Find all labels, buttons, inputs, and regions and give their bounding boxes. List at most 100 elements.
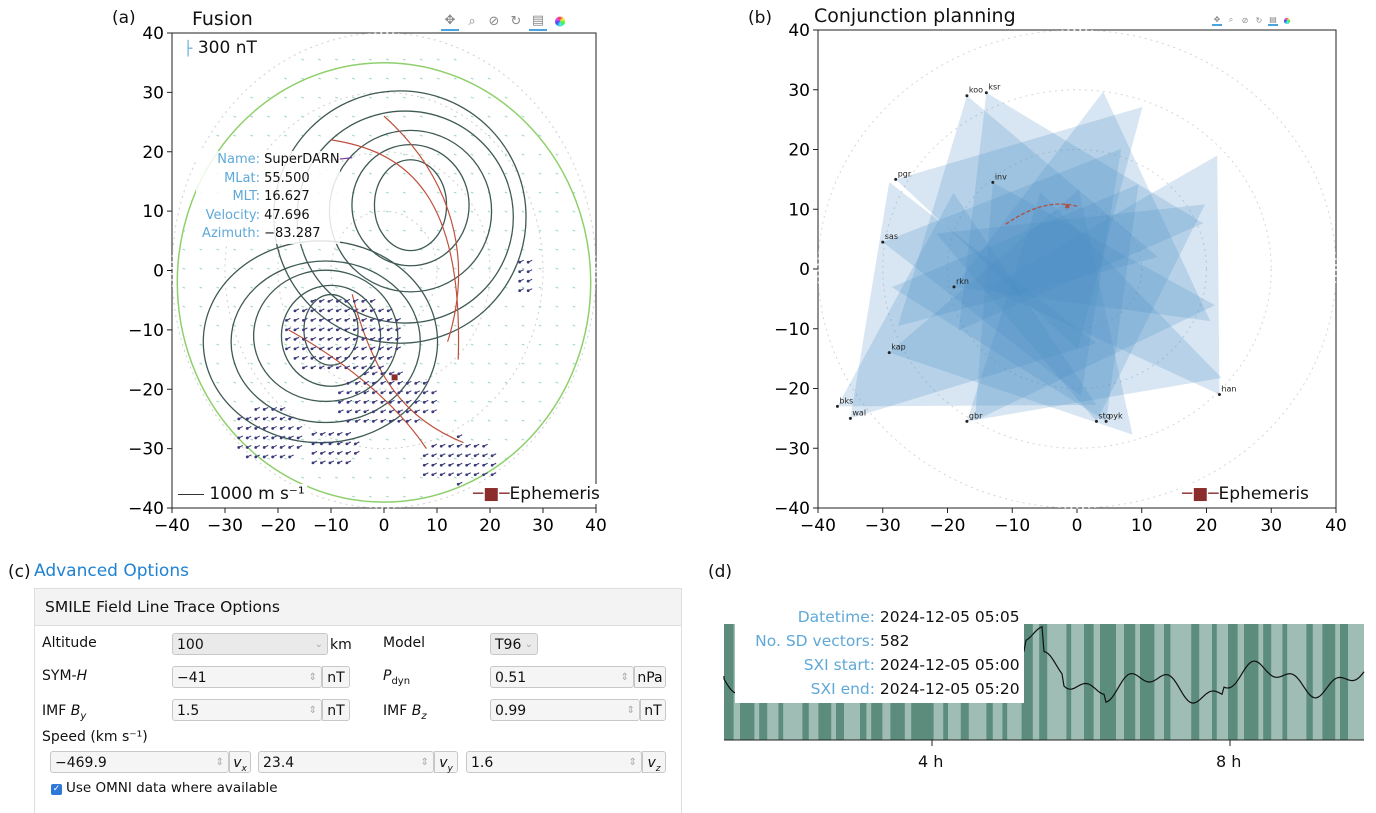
superdarn-point	[319, 318, 322, 322]
ephemeris-marker[interactable]	[1065, 204, 1070, 209]
imf-bz-label: IMF Bz	[383, 703, 427, 722]
model-vector	[385, 267, 389, 270]
imf-bz-input[interactable]: 0.99 ⇕	[490, 699, 640, 721]
speed-vz-input[interactable]: 1.6 ⇕	[466, 751, 642, 773]
radar-site[interactable]	[1104, 419, 1108, 423]
radar-site[interactable]	[965, 419, 969, 423]
refresh-icon[interactable]: ↻	[510, 13, 522, 29]
speed-vy-input[interactable]: 23.4 ⇕	[258, 751, 434, 773]
model-vector	[504, 153, 508, 156]
superdarn-point	[288, 455, 292, 459]
reset-zoom-icon[interactable]: ⊘	[1241, 15, 1249, 25]
radar-site[interactable]	[952, 285, 956, 289]
tooltip-key: MLT:	[232, 189, 260, 204]
imf-by-input[interactable]: 1.5 ⇕	[172, 699, 322, 721]
stepper-icon[interactable]: ⇕	[620, 672, 629, 683]
save-icon[interactable]: ▤	[1268, 14, 1278, 26]
superdarn-point	[311, 461, 315, 465]
model-vector	[318, 134, 321, 137]
omni-checkbox[interactable]: ✓	[51, 784, 62, 795]
model-vector	[385, 210, 389, 213]
radar-fov[interactable]	[966, 192, 1222, 422]
ephemeris-marker[interactable]	[391, 374, 398, 381]
superdarn-point	[490, 454, 494, 458]
model-vector	[233, 134, 237, 137]
symh-input[interactable]: −41 ⇕	[172, 666, 322, 688]
radar-fov[interactable]	[974, 182, 1215, 421]
radar-site[interactable]	[894, 177, 898, 181]
radar-site[interactable]	[991, 180, 995, 184]
model-vector	[368, 77, 372, 80]
stepper-icon[interactable]: ⇕	[308, 672, 317, 683]
zoom-icon[interactable]: ⌕	[1228, 15, 1234, 24]
model-vector	[318, 267, 321, 270]
radar-fov[interactable]	[882, 148, 1122, 396]
radar-site[interactable]	[965, 94, 969, 98]
stepper-icon[interactable]: ⇕	[215, 757, 224, 768]
pan-icon[interactable]: ✥	[1212, 14, 1222, 26]
model-vector	[368, 267, 372, 270]
superdarn-point	[361, 299, 365, 303]
save-icon[interactable]: ▤	[529, 11, 547, 31]
radar-site[interactable]	[848, 416, 852, 420]
stepper-icon[interactable]: ⇕	[308, 705, 317, 716]
superdarn-point	[482, 444, 486, 448]
radar-fov[interactable]	[891, 184, 1139, 422]
radar-fov[interactable]	[837, 192, 1097, 407]
zoom-icon[interactable]: ⌕	[468, 13, 476, 29]
model-vector	[453, 191, 457, 194]
coverage-bar	[1244, 624, 1259, 740]
panel-b-x-tick-label: −30	[865, 516, 901, 536]
radar-site[interactable]	[1094, 419, 1098, 423]
model-vector	[318, 419, 321, 422]
pan-icon[interactable]: ✥	[441, 11, 459, 31]
model-vector	[368, 343, 372, 346]
stepper-icon[interactable]: ⇕	[626, 705, 635, 716]
superdarn-point	[388, 400, 392, 404]
stepper-icon[interactable]: ⇕	[628, 757, 637, 768]
model-select[interactable]: T96 ⌄	[490, 633, 538, 655]
model-vector	[487, 324, 491, 327]
color-wheel-icon[interactable]: ●	[551, 12, 569, 30]
radar-fov[interactable]	[850, 182, 1097, 419]
info-key: SXI end:	[810, 680, 875, 698]
model-vector	[402, 229, 406, 232]
model-vector	[436, 191, 440, 194]
advanced-options-link[interactable]: Advanced Options	[34, 561, 189, 581]
panel-b-y-tick-label: 40	[788, 21, 810, 41]
superdarn-point	[526, 270, 530, 274]
stepper-icon[interactable]: ⇕	[420, 757, 429, 768]
potential-contour	[252, 269, 399, 403]
radar-site[interactable]	[881, 240, 885, 244]
model-vector	[284, 96, 288, 99]
radar-site[interactable]	[984, 91, 988, 95]
superdarn-point	[422, 473, 426, 477]
model-vector	[419, 115, 423, 118]
radar-site[interactable]	[1217, 392, 1221, 396]
color-wheel-icon[interactable]: ●	[1283, 15, 1291, 25]
velocity-scale-label: 1000 m s⁻¹	[178, 484, 307, 504]
radar-fov[interactable]	[936, 204, 1206, 422]
altitude-select[interactable]: 100 ⌄	[172, 633, 328, 655]
model-vector	[385, 77, 389, 80]
radar-fov[interactable]	[987, 155, 1220, 395]
model-vector	[199, 305, 203, 308]
reset-zoom-icon[interactable]: ⊘	[488, 13, 500, 29]
radar-fov[interactable]	[889, 189, 1133, 435]
superdarn-point	[388, 391, 392, 395]
radar-fov[interactable]	[953, 91, 1211, 322]
pdyn-input[interactable]: 0.51 ⇕	[490, 666, 634, 688]
radar-site[interactable]	[835, 404, 839, 408]
radar-site[interactable]	[887, 351, 891, 355]
superdarn-point	[369, 366, 373, 370]
speed-vx-input[interactable]: −469.9 ⇕	[50, 751, 229, 773]
refresh-icon[interactable]: ↻	[1255, 15, 1263, 25]
superdarn-point	[335, 328, 339, 332]
model-vector	[267, 115, 271, 118]
altitude-value: 100	[177, 637, 204, 653]
chevron-down-icon: ⌄	[314, 639, 323, 650]
radar-fov[interactable]	[958, 92, 1204, 331]
radar-fov[interactable]	[895, 106, 1143, 350]
